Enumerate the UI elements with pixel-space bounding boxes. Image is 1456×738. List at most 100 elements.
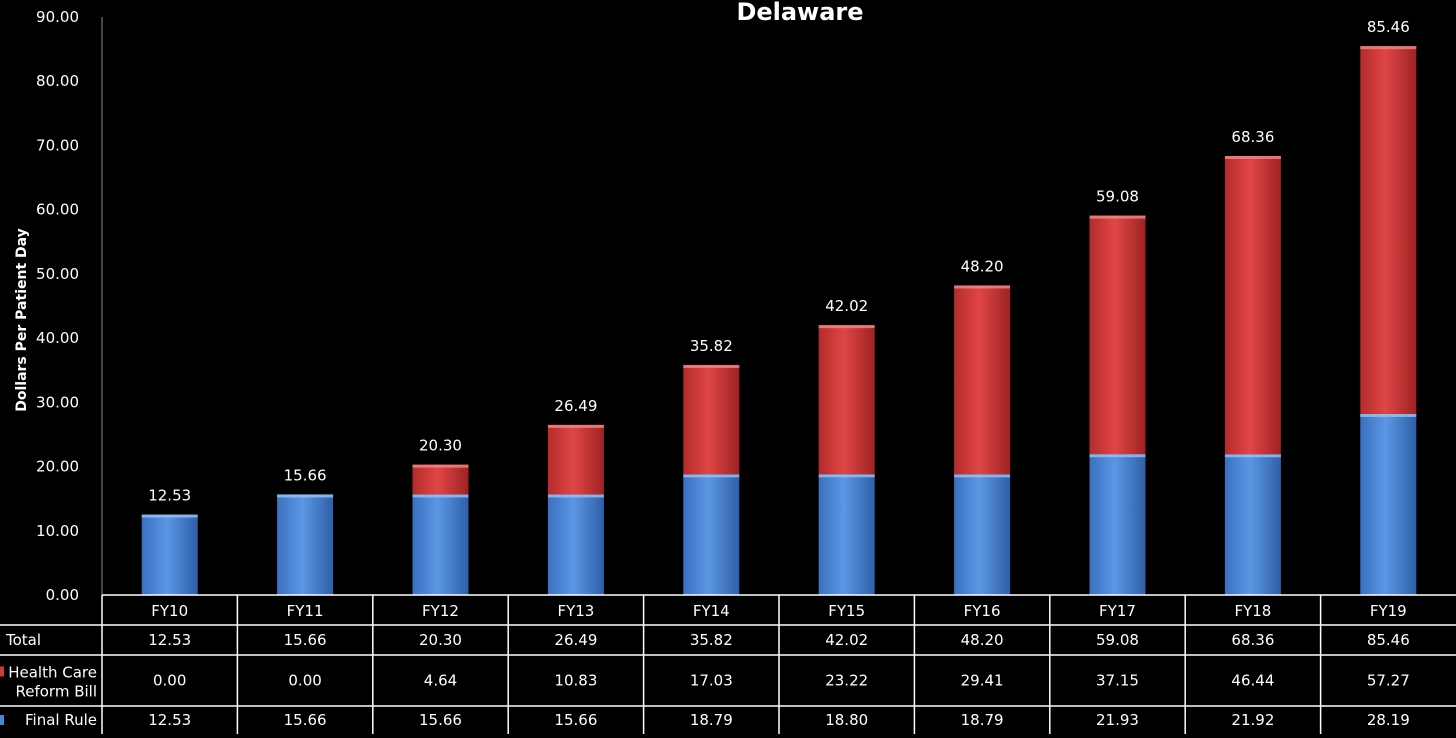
bar-health-care-reform-highlight (683, 364, 740, 368)
x-category-label: FY16 (964, 602, 1001, 620)
table-cell: 18.80 (825, 711, 868, 729)
bar-final-rule-highlight (954, 474, 1011, 478)
bar-health-care-reform-highlight (412, 464, 469, 468)
bar-final-rule (277, 494, 334, 595)
bar-final-rule (1360, 413, 1417, 595)
y-tick-label: 0.00 (46, 586, 79, 604)
bar-health-care-reform (1089, 215, 1146, 455)
table-cell: 26.49 (554, 631, 597, 649)
table-cell: 57.27 (1367, 672, 1410, 690)
total-data-label: 42.02 (825, 297, 868, 315)
bar-health-care-reform-highlight (954, 285, 1011, 289)
table-cell: 21.92 (1231, 711, 1274, 729)
legend-key-final (0, 715, 4, 725)
bar-final-rule-highlight (547, 494, 604, 498)
table-cell: 15.66 (284, 711, 327, 729)
bar-final-rule (954, 474, 1011, 595)
y-tick-label: 20.00 (36, 458, 79, 476)
total-data-label: 15.66 (284, 466, 327, 484)
y-tick-label: 10.00 (36, 522, 79, 540)
bar-final-rule (547, 494, 604, 595)
table-cell: 10.83 (554, 672, 597, 690)
table-cell: 12.53 (148, 711, 191, 729)
total-data-label: 48.20 (961, 257, 1004, 275)
bar-health-care-reform (683, 364, 740, 475)
bar-health-care-reform-highlight (1089, 215, 1146, 219)
total-data-label: 68.36 (1231, 128, 1274, 146)
table-cell: 21.93 (1096, 711, 1139, 729)
total-data-label: 35.82 (690, 337, 733, 355)
bar-final-rule-highlight (141, 514, 198, 518)
x-category-label: FY12 (422, 602, 459, 620)
table-cell: 15.66 (284, 631, 327, 649)
bar-health-care-reform-highlight (547, 424, 604, 428)
x-category-label: FY14 (693, 602, 730, 620)
x-category-label: FY11 (287, 602, 324, 620)
table-cell: 28.19 (1367, 711, 1410, 729)
table-cell: 0.00 (153, 672, 186, 690)
total-data-label: 26.49 (554, 397, 597, 415)
y-axis-label: Dollars Per Patient Day (14, 228, 30, 412)
bar-health-care-reform (954, 285, 1011, 475)
chart-title: Delaware (736, 0, 863, 26)
bar-health-care-reform-highlight (818, 325, 875, 329)
y-tick-label: 90.00 (36, 8, 79, 26)
bar-final-rule-highlight (1224, 454, 1281, 458)
y-tick-label: 40.00 (36, 329, 79, 347)
bar-final-rule-highlight (818, 474, 875, 478)
table-cell: 18.79 (961, 711, 1004, 729)
table-cell: 59.08 (1096, 631, 1139, 649)
bar-final-rule (412, 494, 469, 595)
bars: 12.53 15.66 20.30 26.49 35.82 42.02 48.20 59.08… (141, 18, 1417, 595)
bar-final-rule-highlight (1360, 413, 1417, 417)
table-cell: 12.53 (148, 631, 191, 649)
x-category-label: FY19 (1370, 602, 1407, 620)
table-cell: 17.03 (690, 672, 733, 690)
table-row-label: Reform Bill (15, 683, 97, 701)
bar-final-rule (683, 474, 740, 595)
x-category-label: FY13 (557, 602, 594, 620)
data-table: FY10 FY11 FY12 FY13 FY14 FY15 FY16 FY17 FY18 FY19… (0, 594, 1456, 734)
table-row-label: Final Rule (25, 711, 97, 729)
table-cell: 68.36 (1231, 631, 1274, 649)
bar-final-rule (1089, 454, 1146, 595)
bar-final-rule (818, 474, 875, 595)
table-row-label: Health Care (8, 664, 97, 682)
bar-final-rule (141, 514, 198, 595)
table-cell: 85.46 (1367, 631, 1410, 649)
table-cell: 37.15 (1096, 672, 1139, 690)
total-data-label: 12.53 (148, 487, 191, 505)
bar-health-care-reform-highlight (1360, 46, 1417, 50)
y-tick-label: 30.00 (36, 393, 79, 411)
table-row-label: Total (5, 631, 41, 649)
x-category-label: FY15 (828, 602, 865, 620)
table-cell: 20.30 (419, 631, 462, 649)
total-data-label: 85.46 (1367, 18, 1410, 36)
table-cell: 15.66 (554, 711, 597, 729)
bar-health-care-reform-highlight (1224, 155, 1281, 159)
y-tick-label: 50.00 (36, 265, 79, 283)
bar-health-care-reform (412, 464, 469, 495)
bar-final-rule-highlight (1089, 454, 1146, 458)
x-category-label: FY18 (1234, 602, 1271, 620)
table-cell: 48.20 (961, 631, 1004, 649)
x-category-label: FY17 (1099, 602, 1136, 620)
table-cell: 18.79 (690, 711, 733, 729)
table-cell: 0.00 (288, 672, 321, 690)
bar-final-rule-highlight (683, 474, 740, 478)
bar-health-care-reform (1360, 46, 1417, 414)
y-tick-label: 80.00 (36, 72, 79, 90)
total-data-label: 20.30 (419, 437, 462, 455)
y-axis: 0.00 10.00 20.00 30.00 40.00 50.00 60.00 70.00 8… (36, 8, 103, 604)
bar-final-rule (1224, 454, 1281, 595)
table-cell: 15.66 (419, 711, 462, 729)
bar-final-rule-highlight (412, 494, 469, 498)
table-cell: 23.22 (825, 672, 868, 690)
y-tick-label: 60.00 (36, 201, 79, 219)
table-cell: 4.64 (424, 672, 457, 690)
bar-health-care-reform (547, 424, 604, 495)
legend-key-hcr (0, 666, 4, 677)
x-category-label: FY10 (151, 602, 188, 620)
